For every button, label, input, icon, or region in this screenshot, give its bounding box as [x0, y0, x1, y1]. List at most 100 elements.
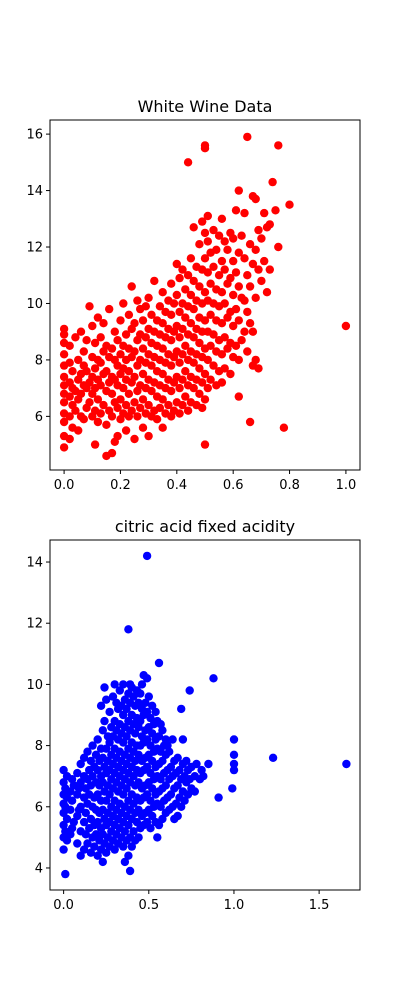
scatter-point: [220, 299, 229, 308]
scatter-point: [158, 288, 167, 297]
scatter-point: [88, 321, 97, 331]
scatter-point: [136, 403, 145, 413]
scatter-point: [183, 271, 193, 280]
scatter-point: [183, 158, 193, 167]
scatter-point: [240, 296, 249, 305]
scatter-point: [234, 248, 243, 257]
scatter-point: [93, 851, 102, 860]
scatter-point: [209, 262, 218, 271]
scatter-point: [212, 245, 221, 254]
scatter-point: [173, 753, 182, 762]
scatter-point: [229, 765, 239, 775]
scatter-point: [148, 729, 157, 738]
scatter-point: [148, 756, 157, 766]
scatter-point: [158, 395, 167, 404]
scatter-point: [102, 420, 111, 429]
scatter-point: [133, 296, 142, 305]
scatter-point: [142, 551, 152, 561]
scatter-point: [146, 824, 155, 833]
scatter-point: [59, 324, 69, 334]
scatter-point: [120, 857, 130, 867]
scatter-point: [181, 313, 190, 322]
scatter-point: [240, 254, 249, 263]
scatter-points: [59, 551, 351, 879]
scatter-point: [175, 383, 184, 393]
scatter-point: [88, 741, 97, 750]
scatter-point: [124, 625, 133, 634]
scatter-point: [229, 735, 239, 744]
scatter-point: [73, 839, 82, 848]
scatter-point: [243, 271, 252, 280]
scatter-point: [147, 310, 156, 319]
scatter-point: [65, 412, 74, 421]
scatter-point: [88, 772, 97, 781]
y-tick-label: 6: [35, 410, 43, 425]
x-axis: 0.0 0.5 1.0 1.5: [53, 890, 329, 913]
scatter-point: [113, 403, 122, 413]
y-axis: 6 8 10 12 14 16: [26, 128, 50, 425]
scatter-point: [181, 392, 190, 401]
scatter-point: [245, 282, 255, 291]
y-tick-label: 14: [26, 184, 43, 199]
x-tick-label: 1.0: [336, 478, 357, 493]
scatter-point: [142, 790, 152, 799]
scatter-point: [134, 698, 143, 707]
scatter-point: [237, 336, 246, 345]
scatter-point: [134, 778, 143, 787]
scatter-point: [181, 341, 190, 350]
scatter-point: [59, 372, 69, 382]
scatter-point: [96, 333, 105, 342]
scatter-point: [129, 827, 138, 836]
scatter-point: [175, 765, 184, 775]
scatter-point: [105, 304, 114, 314]
scatter-point: [86, 756, 96, 766]
scatter-point: [220, 265, 229, 274]
scatter-point: [220, 237, 229, 246]
scatter-point: [93, 417, 103, 427]
scatter-point: [107, 344, 117, 353]
scatter-point: [154, 658, 164, 668]
scatter-point: [178, 265, 187, 274]
scatter-point: [217, 378, 227, 387]
scatter-point: [175, 307, 184, 317]
chart-white-wine: White Wine Data 0.0 0.2 0.4 0.6 0.8 1.0 6 8 10 1…: [26, 97, 361, 493]
y-tick-label: 10: [26, 678, 43, 693]
y-tick-label: 4: [35, 861, 43, 876]
scatter-point: [152, 415, 162, 424]
scatter-point: [130, 398, 139, 407]
chart-title: citric acid fixed acidity: [115, 517, 295, 536]
scatter-point: [76, 759, 85, 769]
scatter-point: [151, 707, 160, 717]
scatter-point: [166, 790, 176, 799]
scatter-point: [79, 753, 89, 762]
scatter-point: [122, 784, 131, 793]
scatter-point: [98, 857, 108, 867]
scatter-point: [234, 316, 243, 325]
scatter-point: [173, 811, 182, 821]
scatter-point: [90, 338, 100, 348]
scatter-point: [257, 234, 266, 243]
scatter-point: [217, 288, 227, 297]
scatter-point: [248, 327, 258, 336]
scatter-point: [189, 223, 198, 232]
scatter-point: [195, 364, 204, 373]
scatter-point: [200, 228, 210, 238]
chart-title: White Wine Data: [138, 97, 273, 116]
scatter-point: [85, 302, 94, 311]
scatter-point: [155, 403, 165, 413]
scatter-point: [141, 333, 150, 342]
scatter-point: [217, 350, 227, 359]
scatter-point: [102, 695, 111, 704]
scatter-point: [341, 321, 351, 331]
scatter-point: [153, 833, 162, 842]
scatter-point: [124, 310, 134, 319]
scatter-point: [228, 784, 237, 793]
scatter-point: [200, 440, 210, 449]
scatter-point: [59, 417, 69, 427]
scatter-point: [90, 842, 99, 851]
scatter-point: [90, 364, 100, 373]
scatter-point: [169, 299, 179, 308]
scatter-point: [138, 344, 148, 353]
scatter-point: [226, 273, 235, 283]
